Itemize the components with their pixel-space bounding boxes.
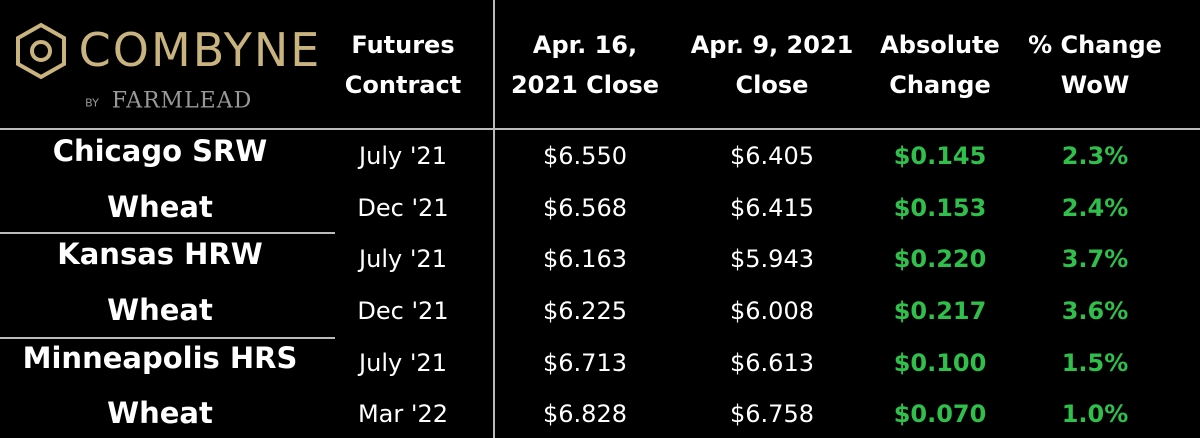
- group-label: Wheat: [107, 189, 213, 224]
- cell-value: $6.163: [543, 245, 627, 274]
- cell-value: $6.415: [730, 193, 814, 222]
- cell-value: $0.217: [893, 296, 987, 325]
- cell-value: $6.828: [543, 400, 627, 429]
- cell-value: $6.613: [730, 348, 814, 377]
- column-header: WoW: [1060, 71, 1130, 99]
- cell-value: 2.4%: [1061, 193, 1129, 222]
- cell-value: 2.3%: [1061, 141, 1129, 170]
- cell-value: $0.220: [893, 245, 987, 274]
- contract: Dec '21: [357, 296, 449, 325]
- group-label: Wheat: [107, 292, 213, 327]
- column-rule: [493, 0, 495, 438]
- cell-value: $0.145: [893, 141, 987, 170]
- column-header: Apr. 9, 2021: [690, 31, 854, 59]
- group-label: Kansas HRW: [57, 237, 263, 272]
- logo-text: COMBYNE: [78, 23, 322, 77]
- cell-value: 3.7%: [1061, 245, 1129, 274]
- cell-value: $6.713: [543, 348, 627, 377]
- contract: Mar '22: [357, 400, 449, 429]
- header-rule: [0, 128, 1200, 130]
- cell-value: $5.943: [730, 245, 814, 274]
- group-label: Chicago SRW: [52, 133, 268, 168]
- cell-value: $0.153: [893, 193, 987, 222]
- contract: July '21: [359, 348, 447, 377]
- group-rule: [0, 337, 335, 339]
- column-header: 2021 Close: [510, 71, 660, 99]
- column-header: Contract: [344, 71, 462, 99]
- logo-icon: [16, 22, 66, 80]
- cell-value: $6.405: [730, 141, 814, 170]
- contract: July '21: [359, 141, 447, 170]
- cell-value: 1.0%: [1061, 400, 1129, 429]
- cell-value: $6.758: [730, 400, 814, 429]
- column-header: Futures: [351, 31, 455, 59]
- cell-value: 3.6%: [1061, 296, 1129, 325]
- cell-value: $0.070: [893, 400, 987, 429]
- group-label: Wheat: [107, 396, 213, 431]
- column-header: Change: [889, 71, 991, 99]
- cell-value: $6.568: [543, 193, 627, 222]
- column-header: Absolute: [880, 31, 1000, 59]
- brand: FARMLEAD: [111, 88, 253, 114]
- group-rule: [0, 232, 335, 234]
- cell-value: $6.225: [543, 296, 627, 325]
- byline: BY: [85, 96, 99, 110]
- column-header: Close: [735, 71, 809, 99]
- column-header: Apr. 16,: [532, 31, 638, 59]
- cell-value: $0.100: [893, 348, 987, 377]
- group-label: Minneapolis HRS: [22, 340, 298, 375]
- contract: July '21: [359, 245, 447, 274]
- cell-value: 1.5%: [1061, 348, 1129, 377]
- column-header: % Change: [1028, 31, 1162, 59]
- cell-value: $6.008: [730, 296, 814, 325]
- cell-value: $6.550: [543, 141, 627, 170]
- contract: Dec '21: [357, 193, 449, 222]
